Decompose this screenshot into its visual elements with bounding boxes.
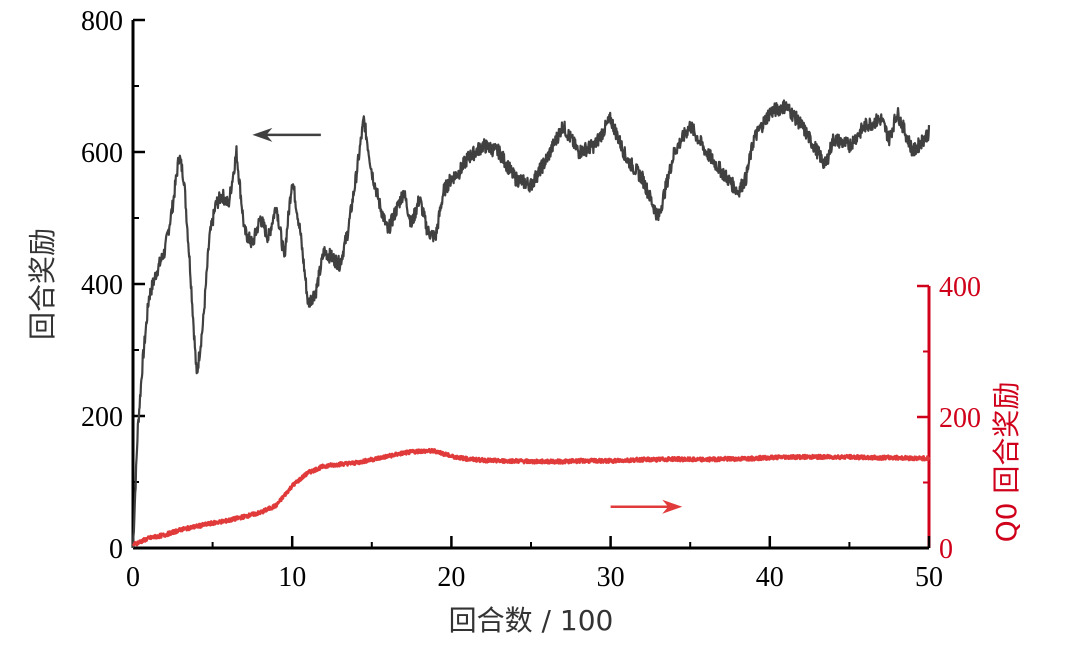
right-tick-label-1: 200 [939,403,981,434]
right-axis-title: Q0 回合奖励 [990,382,1023,543]
left-tick-label-4: 800 [81,6,123,37]
x-tick-label-3: 30 [597,562,625,593]
series-layer [131,99,931,549]
right-tick-label-2: 400 [939,272,981,303]
series-q0-reward [132,447,931,547]
x-tick-label-4: 40 [756,562,784,593]
left-tick-label-1: 200 [81,402,123,433]
arrow-right-q0_reward [610,499,683,514]
arrow-left-episode_reward [252,127,321,142]
x-tick-label-0: 0 [126,562,140,593]
right-tick-label-0: 0 [939,534,953,565]
arrow-layer [252,127,683,514]
x-tick-label-5: 50 [915,562,943,593]
left-axis-group: 0 200 400 600 800 [81,6,145,565]
right-axis-group: 0 200 400 [917,272,981,565]
x-tick-label-2: 20 [437,562,465,593]
left-tick-label-0: 0 [109,534,123,565]
x-tick-label-1: 10 [278,562,306,593]
x-ticks: 0 10 20 30 40 50 [126,536,943,593]
left-tick-label-3: 600 [81,138,123,169]
left-ticks: 0 200 400 600 800 [81,6,145,565]
left-axis-title: 回合奖励 [26,228,59,340]
bottom-axis-group: 0 10 20 30 40 50 [126,536,943,593]
left-tick-label-2: 400 [81,270,123,301]
x-axis-title: 回合数 / 100 [449,604,614,637]
series-episode-reward [131,99,931,549]
right-ticks: 0 200 400 [917,272,981,565]
